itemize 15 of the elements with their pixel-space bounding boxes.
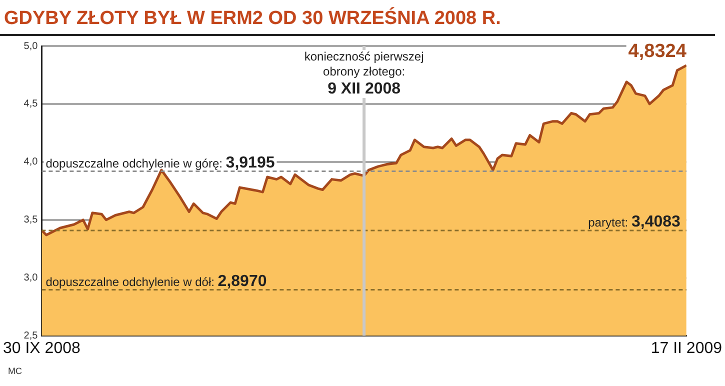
ref-line-label: parytet: 3,4083: [588, 214, 681, 231]
y-tick-label: 5,0: [24, 40, 38, 52]
y-tick-label: 4,0: [24, 156, 38, 168]
x-tick-label: 17 II 2009: [650, 340, 722, 357]
x-tick-label: 30 IX 2008: [2, 340, 80, 357]
text: MC: [8, 366, 22, 376]
y-tick-label: 3,0: [24, 272, 38, 284]
ref-line-label: konieczność pierwszej obrony złotego: 9 XII 2008: [304, 49, 424, 98]
ref-line-label: dopuszczalne odchylenie w górę: 3,9195: [46, 154, 275, 172]
y-tick-label: 2,5: [24, 330, 38, 342]
y-tick-label: 3,5: [24, 214, 38, 226]
annotation: 4,8324: [628, 41, 687, 62]
chart-title: GDYBY ZŁOTY BYŁ W ERM2 OD 30 WRZEŚNIA 2008 R.: [0, 0, 715, 36]
ref-line-label: dopuszczalne odchylenie w dół: 2,8970: [46, 272, 267, 290]
y-tick-label: 4,5: [24, 98, 38, 110]
